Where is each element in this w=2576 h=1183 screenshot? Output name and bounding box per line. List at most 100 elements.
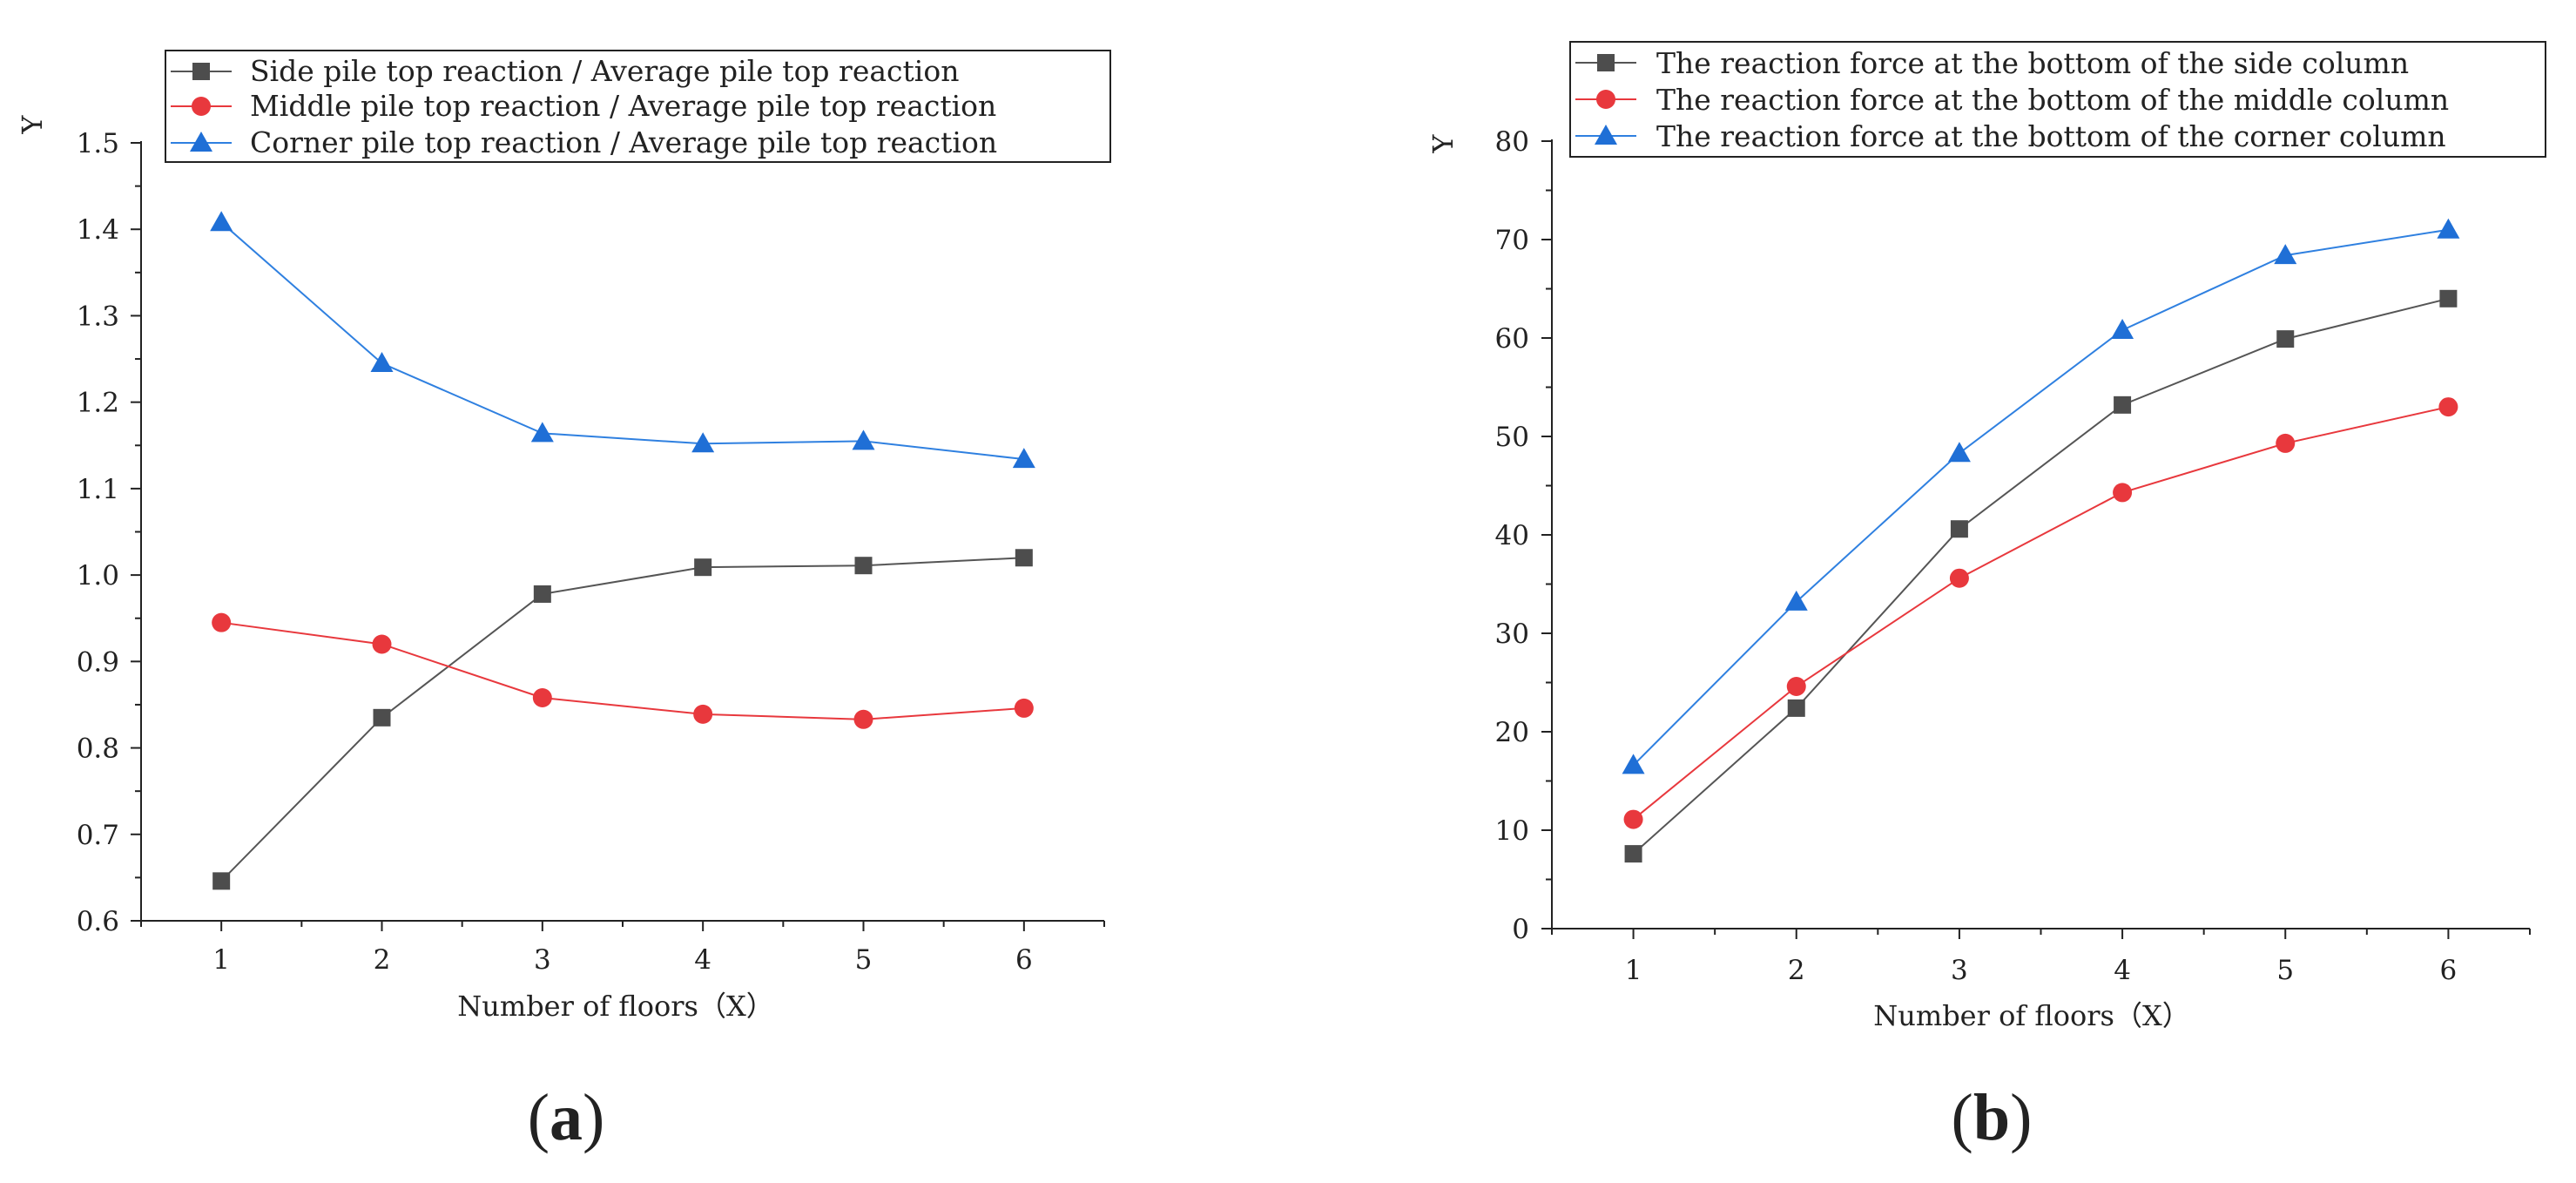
data-point <box>1624 845 1642 863</box>
data-point <box>212 872 231 890</box>
series-line <box>1632 297 2449 855</box>
series-line <box>1632 406 2449 821</box>
legend-label: The reaction force at the bottom of the … <box>1656 46 2409 80</box>
y-tick-label: 30 <box>1495 619 1529 650</box>
x-tick-label: 6 <box>1015 944 1033 976</box>
data-point <box>533 585 551 603</box>
data-point <box>2113 483 2133 503</box>
x-tick-label: 4 <box>2114 955 2131 986</box>
y-tick-label: 60 <box>1495 323 1529 355</box>
x-axis-title: Number of floors（X） <box>1873 999 2190 1032</box>
data-point <box>1784 590 1808 611</box>
series-line <box>220 221 1024 461</box>
panel-label-open: ( <box>528 1081 550 1154</box>
y-axis-title: Y <box>16 115 49 135</box>
data-point <box>532 688 552 708</box>
panel-label-b: (b) <box>1952 1081 2033 1154</box>
x-tick-label: 5 <box>2276 955 2294 986</box>
axes: 0 10 20 30 40 50 60 70 80 1 2 3 4 5 6 <box>1495 126 2531 986</box>
data-point <box>854 557 873 575</box>
x-tick-label: 2 <box>374 944 391 976</box>
data-point <box>1786 677 1806 697</box>
data-point <box>210 211 233 232</box>
data-point <box>1787 699 1805 717</box>
data-point <box>1622 754 1645 774</box>
data-point <box>2111 318 2134 339</box>
x-tick-label: 2 <box>1788 955 1805 986</box>
series-line <box>220 557 1024 882</box>
data-point <box>853 709 873 729</box>
y-tick-label: 0.9 <box>77 646 119 678</box>
series-layer <box>210 211 1035 890</box>
data-point <box>2437 218 2460 239</box>
y-tick-label: 1.0 <box>77 560 119 592</box>
data-point <box>2274 244 2297 265</box>
data-point <box>1950 520 1968 538</box>
legend-label: Middle pile top reaction / Average pile … <box>250 89 996 123</box>
panel-label-close: ) <box>2010 1081 2032 1154</box>
data-point <box>691 432 715 453</box>
data-point <box>530 422 554 443</box>
x-tick-label: 1 <box>212 944 230 976</box>
y-tick-label: 0.7 <box>77 820 119 851</box>
y-tick-label: 1.1 <box>77 474 119 505</box>
legend-label: Corner pile top reaction / Average pile … <box>250 125 997 159</box>
legend-marker-triangle <box>1595 125 1617 145</box>
data-point <box>694 558 712 577</box>
legend: Side pile top reaction / Average pile to… <box>165 50 1111 163</box>
panel-label-letter: b <box>1973 1081 2010 1154</box>
panel-label-close: ) <box>583 1081 604 1154</box>
data-point <box>2276 433 2296 453</box>
data-point <box>1015 549 1033 567</box>
data-point <box>852 429 875 450</box>
y-tick-label: 20 <box>1495 717 1529 748</box>
panel-label-a: (a) <box>528 1081 605 1154</box>
series-line <box>1632 228 2449 767</box>
data-point <box>2439 289 2458 308</box>
data-point <box>2276 330 2295 348</box>
y-tick-label: 0.8 <box>77 733 119 765</box>
chart-panel-b: 0 10 20 30 40 50 60 70 80 1 2 3 4 5 6 Y Number of floo… <box>1426 41 2546 1032</box>
y-tick-label: 80 <box>1495 126 1529 158</box>
y-tick-label: 1.4 <box>77 214 119 246</box>
y-tick-label: 1.3 <box>77 301 119 332</box>
series-line <box>221 621 1024 720</box>
y-tick-label: 1.2 <box>77 388 119 419</box>
legend-marker-circle <box>1596 90 1615 109</box>
legend-label: Side pile top reaction / Average pile to… <box>250 54 959 88</box>
panel-label-letter: a <box>550 1081 583 1154</box>
data-point <box>373 708 391 727</box>
data-point <box>1623 809 1643 829</box>
y-tick-label: 0 <box>1512 914 1529 945</box>
data-point <box>212 612 232 632</box>
y-axis-title: Y <box>1426 134 1460 154</box>
data-point <box>693 704 713 724</box>
data-point <box>2438 397 2458 417</box>
data-point <box>372 634 392 654</box>
x-tick-label: 3 <box>1951 955 1968 986</box>
series-layer <box>1622 218 2460 863</box>
legend-box <box>165 50 1111 163</box>
legend-label: The reaction force at the bottom of the … <box>1656 83 2449 117</box>
legend-marker-square <box>1597 54 1615 71</box>
x-tick-label: 6 <box>2440 955 2458 986</box>
legend-label: The reaction force at the bottom of the … <box>1656 119 2446 153</box>
panel-label-open: ( <box>1952 1081 1973 1154</box>
y-tick-label: 1.5 <box>77 128 119 159</box>
axes: 0.6 0.7 0.8 0.9 1.0 1.1 1.2 1.3 1.4 1.5 1 2 3 4 5 6 <box>77 128 1105 976</box>
data-point <box>370 352 394 373</box>
legend-box <box>1569 41 2546 158</box>
data-point <box>1014 698 1034 718</box>
y-tick-label: 50 <box>1495 422 1529 453</box>
data-point <box>1012 448 1035 469</box>
y-tick-label: 70 <box>1495 225 1529 256</box>
legend-marker-triangle <box>190 132 212 152</box>
y-tick-label: 40 <box>1495 520 1529 551</box>
y-tick-label: 10 <box>1495 815 1529 847</box>
x-tick-label: 1 <box>1625 955 1642 986</box>
x-tick-label: 4 <box>694 944 711 976</box>
data-point <box>2114 395 2132 414</box>
legend-marker-square <box>192 63 210 80</box>
chart-panel-a: 0.6 0.7 0.8 0.9 1.0 1.1 1.2 1.3 1.4 1.5 1 2 3 4 5 6 Y N… <box>16 50 1111 1023</box>
